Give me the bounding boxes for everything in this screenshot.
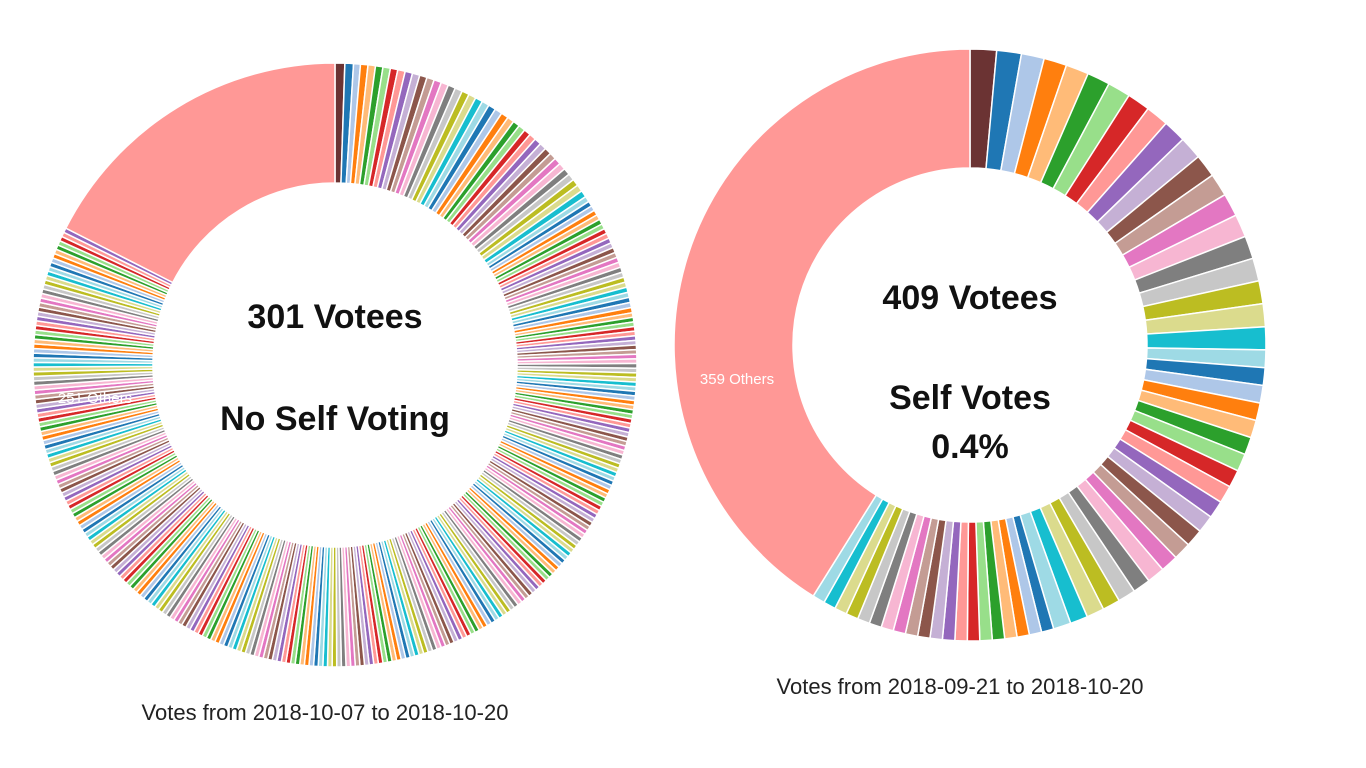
donut-1-others-label: 251 Others: [58, 390, 132, 407]
donut-1-center-note: No Self Voting: [220, 400, 450, 438]
donut-2-slices: [673, 48, 1267, 642]
donut-chart-2: 359 Others 409 Votees Self Votes 0.4% Vo…: [673, 48, 1267, 699]
donut-slice-others: [673, 48, 971, 598]
donut-1-caption: Votes from 2018-10-07 to 2018-10-20: [142, 700, 509, 725]
donut-2-center-votees: 409 Votees: [882, 279, 1057, 317]
donut-1-slices: [32, 62, 638, 668]
donut-2-center-note: Self Votes: [889, 379, 1051, 417]
donut-2-others-label: 359 Others: [700, 371, 774, 388]
donut-1-center-votees: 301 Votees: [247, 298, 422, 336]
donut-chart-1: 251 Others 301 Votees No Self Voting Vot…: [32, 62, 638, 725]
donut-2-caption: Votes from 2018-09-21 to 2018-10-20: [777, 674, 1144, 699]
donut-2-center-percent: 0.4%: [931, 428, 1009, 466]
donut-slice-others: [64, 62, 336, 284]
